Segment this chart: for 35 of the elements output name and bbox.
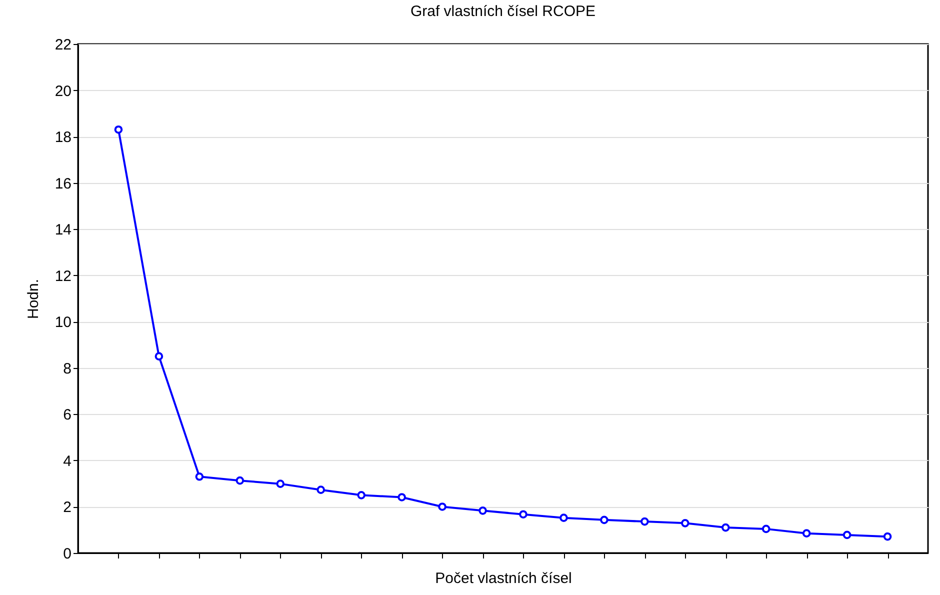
chart-title: Graf vlastních čísel RCOPE bbox=[410, 3, 596, 20]
point bbox=[802, 529, 811, 538]
y-tick-label: 20 bbox=[54, 82, 72, 100]
point bbox=[600, 516, 608, 524]
y-tick-label: 4 bbox=[63, 452, 72, 470]
point bbox=[883, 532, 892, 541]
point bbox=[154, 352, 164, 360]
point bbox=[114, 125, 123, 134]
point bbox=[478, 506, 487, 515]
point bbox=[762, 524, 770, 534]
point bbox=[640, 517, 649, 526]
y-tick-label: 16 bbox=[54, 175, 72, 192]
point bbox=[842, 530, 852, 540]
y-tick-label: 14 bbox=[54, 222, 72, 239]
y-tick-label: 6 bbox=[63, 406, 72, 424]
point bbox=[195, 472, 204, 481]
point bbox=[236, 476, 244, 485]
y-tick-label: 18 bbox=[54, 129, 72, 146]
y-tick-label: 2 bbox=[63, 499, 72, 516]
y-axis-title: Hodn. bbox=[24, 278, 42, 320]
point bbox=[519, 510, 528, 519]
point bbox=[680, 519, 690, 528]
point bbox=[357, 491, 366, 500]
y-tick-label: 12 bbox=[54, 268, 72, 285]
point bbox=[438, 502, 446, 511]
point bbox=[398, 493, 406, 502]
point bbox=[316, 486, 326, 494]
y-tick-label: 0 bbox=[63, 546, 72, 562]
point bbox=[276, 480, 285, 488]
point bbox=[721, 523, 730, 532]
y-tick-label: 8 bbox=[63, 360, 72, 378]
y-tick-label: 22 bbox=[54, 36, 72, 54]
y-tick-label: 10 bbox=[54, 314, 72, 332]
x-axis-title: Počet vlastních čísel bbox=[435, 570, 572, 587]
point bbox=[560, 514, 568, 522]
